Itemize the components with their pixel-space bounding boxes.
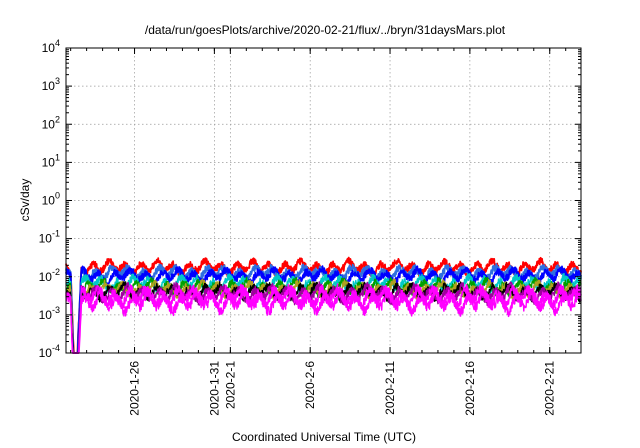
y-tick-label: 10-3 xyxy=(39,305,60,322)
x-tick-label: 2020-1-31 xyxy=(207,361,221,416)
series-lines xyxy=(65,256,582,354)
y-tick-label: 10-1 xyxy=(39,229,60,246)
x-tick-label: 2020-2-16 xyxy=(463,361,477,416)
x-axis-label: Coordinated Universal Time (UTC) xyxy=(232,430,416,444)
y-axis: 10-4 10-3 10-2 10-1 100 101 102 103 104 xyxy=(39,38,581,360)
x-tick-label: 2020-2-6 xyxy=(303,361,317,409)
y-tick-label: 10-2 xyxy=(39,267,60,284)
x-axis: 2020-1-26 2020-1-31 2020-2-1 2020-2-6 2020-2… xyxy=(70,48,567,416)
y-tick-label: 101 xyxy=(42,152,60,169)
x-tick-label: 2020-2-11 xyxy=(383,361,397,415)
y-tick-label: 102 xyxy=(42,114,60,131)
y-axis-label: cSv/day xyxy=(18,179,32,222)
series-line xyxy=(65,283,582,354)
y-tick-label: 10-4 xyxy=(39,343,60,360)
grid xyxy=(66,48,581,353)
y-tick-label: 103 xyxy=(42,76,60,93)
x-tick-label: 2020-1-26 xyxy=(128,361,142,416)
chart-title: /data/run/goesPlots/archive/2020-02-21/f… xyxy=(145,23,506,37)
x-tick-label: 2020-2-21 xyxy=(543,361,557,416)
y-tick-label: 104 xyxy=(42,38,60,55)
x-tick-label: 2020-2-1 xyxy=(223,361,237,409)
y-tick-label: 100 xyxy=(42,191,60,208)
series-line xyxy=(65,286,582,354)
